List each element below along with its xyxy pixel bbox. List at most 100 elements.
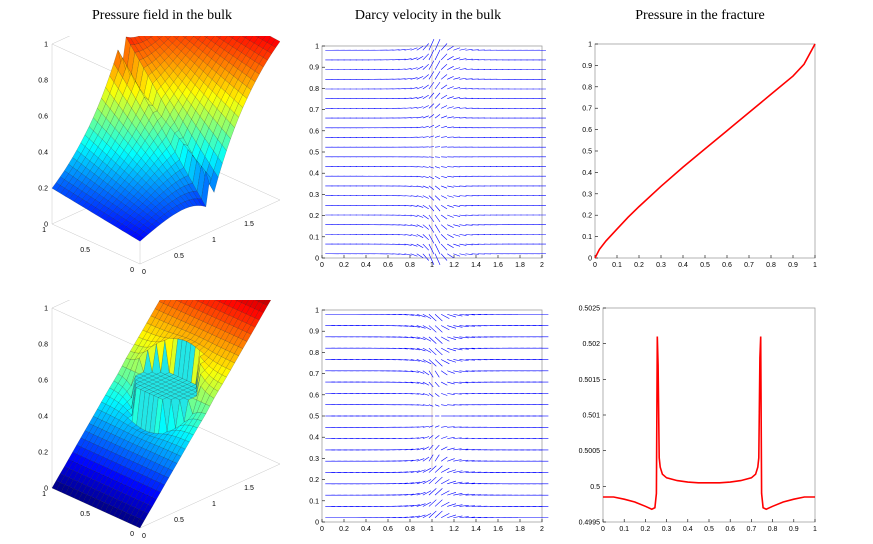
velocity-arrow	[422, 115, 429, 119]
velocity-arrow	[416, 195, 424, 198]
velocity-arrow	[428, 81, 435, 90]
velocity-arrow	[434, 370, 440, 378]
y-tick-label: 0.9	[582, 63, 592, 70]
velocity-arrow	[440, 234, 448, 241]
x-tick-label: 0	[142, 533, 146, 540]
velocity-arrow	[422, 425, 430, 428]
velocity-arrow	[428, 175, 435, 180]
velocity-arrow	[398, 234, 406, 236]
y-tick-label: 1	[42, 491, 46, 498]
velocity-arrow	[398, 460, 408, 462]
x-tick-label: 0.4	[683, 526, 693, 533]
velocity-arrow	[422, 166, 429, 168]
surface-patch	[241, 300, 249, 305]
x-tick-label: 0	[142, 269, 146, 276]
velocity-arrow	[416, 514, 426, 519]
velocity-arrow	[459, 48, 467, 51]
velocity-arrow	[447, 76, 454, 80]
velocity-arrow	[422, 94, 429, 99]
velocity-arrow	[404, 214, 412, 217]
velocity-arrow	[416, 55, 424, 61]
y-tick-label: 0	[130, 531, 134, 538]
velocity-arrow	[416, 393, 425, 396]
velocity-arrow	[416, 136, 424, 138]
velocity-arrow	[428, 381, 434, 388]
x-tick-label: 1	[212, 501, 216, 508]
surface-patch	[219, 300, 227, 305]
velocity-arrow	[410, 381, 419, 384]
velocity-arrow	[398, 482, 408, 485]
velocity-arrow	[404, 471, 414, 473]
velocity-arrow	[416, 404, 425, 406]
velocity-arrow	[459, 87, 467, 90]
velocity-arrow	[410, 481, 420, 485]
z-tick-label: 1	[44, 42, 48, 49]
velocity-arrow	[440, 253, 448, 261]
velocity-arrow	[447, 469, 457, 473]
y-tick-label: 0.501	[582, 413, 600, 420]
velocity-arrow	[416, 492, 426, 496]
velocity-arrow	[428, 243, 435, 255]
velocity-arrow	[428, 195, 435, 201]
velocity-arrow	[447, 86, 454, 90]
velocity-arrow	[459, 243, 467, 246]
velocity-arrow	[428, 510, 437, 518]
velocity-arrow	[404, 393, 414, 395]
velocity-arrow	[422, 436, 430, 439]
velocity-arrow	[416, 96, 424, 99]
velocity-arrow	[453, 481, 463, 485]
velocity-arrow	[440, 53, 448, 61]
x-tick-label: 1	[430, 262, 434, 269]
velocity-arrow	[410, 175, 418, 178]
velocity-arrow	[434, 214, 441, 223]
velocity-arrow	[459, 448, 469, 451]
velocity-arrow	[410, 126, 418, 129]
velocity-arrow	[416, 469, 426, 473]
x-tick-label: 0.3	[662, 526, 672, 533]
surface-patch	[176, 300, 183, 303]
velocity-arrow	[404, 107, 412, 109]
x-tick-label: 0.2	[641, 526, 651, 533]
x-tick-label: 0.6	[722, 262, 732, 269]
velocity-arrow	[410, 448, 419, 451]
velocity-arrow	[447, 347, 457, 352]
velocity-arrow	[428, 185, 435, 190]
y-tick-label: 1	[588, 42, 592, 49]
velocity-arrow	[459, 493, 469, 496]
z-tick-label: 0.6	[38, 378, 48, 385]
velocity-arrow	[428, 404, 434, 407]
velocity-arrow	[428, 39, 435, 51]
velocity-arrow	[453, 313, 463, 317]
z-tick-label: 0.6	[38, 114, 48, 121]
velocity-arrow	[441, 404, 448, 407]
velocity-arrow	[404, 482, 414, 485]
velocity-arrow	[465, 224, 473, 226]
velocity-arrow	[441, 479, 450, 485]
velocity-arrow	[459, 107, 467, 109]
velocity-arrow	[422, 490, 432, 496]
y-tick-label: 0.2	[582, 213, 592, 220]
y-tick-label: 0.8	[309, 86, 319, 93]
velocity-arrow	[434, 444, 440, 451]
y-tick-label: 0.5	[80, 247, 90, 254]
velocity-arrow	[410, 107, 418, 109]
velocity-arrow	[422, 43, 429, 51]
velocity-arrow	[465, 370, 475, 372]
velocity-arrow	[404, 205, 412, 207]
surface-patch	[180, 300, 188, 305]
velocity-arrow	[441, 336, 450, 342]
velocity-arrow	[416, 347, 426, 352]
velocity-arrow	[392, 253, 400, 255]
velocity-arrow	[416, 185, 424, 188]
velocity-arrow	[440, 84, 448, 90]
velocity-arrow	[434, 381, 440, 388]
surface-patch	[271, 38, 280, 48]
velocity-arrow	[404, 234, 412, 236]
velocity-arrow	[428, 234, 435, 244]
velocity-arrow	[404, 347, 414, 350]
velocity-arrow	[410, 243, 418, 247]
velocity-arrow	[453, 504, 463, 507]
x-tick-label: 0.2	[339, 526, 349, 533]
velocity-arrow	[404, 117, 412, 119]
velocity-arrow	[410, 87, 418, 90]
